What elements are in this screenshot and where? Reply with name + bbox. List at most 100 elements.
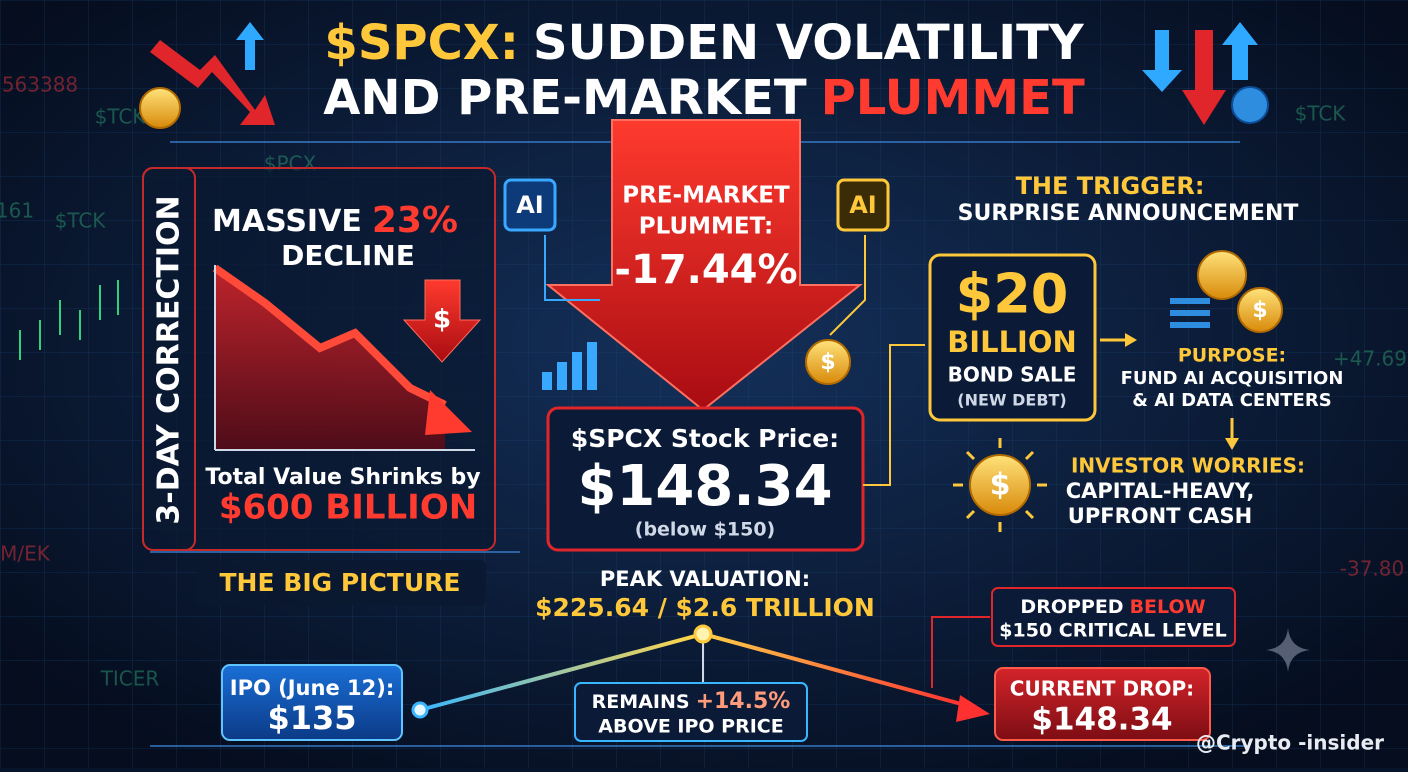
sun-rays <box>953 438 1047 532</box>
circuit <box>544 235 600 301</box>
connector <box>931 616 990 688</box>
dropped-line: DROPPED BELOW <box>1020 596 1205 618</box>
caption: Total Value Shrinks by <box>205 465 480 490</box>
header: $SPCX: SUDDEN VOLATILITY AND PRE-MARKET PL… <box>139 15 1269 143</box>
trigger-text: SURPRISE ANNOUNCEMENT <box>958 201 1299 226</box>
purpose-text: & AI DATA CENTERS <box>1132 390 1331 411</box>
remains-line: REMAINS +14.5% <box>592 689 791 714</box>
peak-label: PEAK VALUATION: <box>600 567 810 591</box>
connector <box>863 344 925 486</box>
right: THE TRIGGER: SURPRISE ANNOUNCEMENT $20 B… <box>928 172 1344 532</box>
bar-icon <box>542 342 597 390</box>
decline-line <box>212 264 447 409</box>
coin-icon <box>805 339 851 385</box>
bond-unit: BILLION <box>947 325 1077 359</box>
ticker-text: $TCK <box>1295 102 1347 126</box>
chip-label: AI <box>516 191 544 219</box>
coin-stack <box>1170 298 1210 328</box>
trend-arrowhead <box>956 695 990 722</box>
headline: MASSIVE 23% <box>212 200 458 241</box>
timeline: PEAK VALUATION: $225.64 / $2.6 TRILLION … <box>150 567 1250 747</box>
remains-text: ABOVE IPO PRICE <box>598 716 783 738</box>
decline-arrowhead <box>425 390 472 435</box>
headline-highlight: 23% <box>372 200 458 241</box>
side-frame <box>142 167 196 551</box>
arrow-label: PRE-MARKET <box>622 183 790 209</box>
title-text: SUDDEN VOLATILITY <box>533 15 1085 71</box>
amount: $600 BILLION <box>219 488 477 528</box>
big-picture: THE BIG PICTURE <box>220 568 461 597</box>
ticker-text: -37.80 <box>1340 557 1404 581</box>
worries-title: INVESTOR WORRIES: <box>1071 454 1305 478</box>
price: $148.34 <box>577 454 832 519</box>
ticker-text: 563388 <box>2 73 78 97</box>
title-line: $SPCX: SUDDEN VOLATILITY <box>324 15 1084 71</box>
connector-head <box>1125 333 1137 347</box>
ticker-text: TICER <box>100 667 160 691</box>
remains-text: REMAINS <box>592 691 690 713</box>
remains-box <box>574 682 808 742</box>
watermark: @Crypto -insider <box>1196 731 1384 755</box>
down-arrow-icon <box>1142 30 1182 92</box>
current-box <box>994 667 1211 741</box>
dollar-arrow <box>402 279 482 363</box>
headline-text: DECLINE <box>281 239 415 272</box>
left-panel: 3-DAY CORRECTION MASSIVE 23% DECLINE $ To… <box>142 167 496 551</box>
circuit <box>829 235 866 336</box>
price-box <box>546 406 865 552</box>
ticker-text: M/EK <box>0 542 51 566</box>
ai-chip <box>836 178 890 232</box>
bond-amount: $20 <box>956 263 1069 326</box>
current-label: CURRENT DROP: <box>1010 677 1194 701</box>
dropped-text: DROPPED <box>1020 596 1123 618</box>
coin-symbol: $ <box>1252 298 1267 323</box>
title-highlight: PLUMMET <box>821 70 1085 126</box>
price-label: $SPCX Stock Price: <box>571 424 839 453</box>
dropped-highlight: BELOW <box>1130 596 1206 618</box>
big-picture-box <box>196 560 486 606</box>
purpose-title: PURPOSE: <box>1178 345 1286 367</box>
coin-icon <box>139 87 181 129</box>
ipo-box <box>221 664 403 741</box>
connector-head <box>1225 438 1239 450</box>
ticker-text: $TCK <box>55 209 107 233</box>
side-label: 3-DAY CORRECTION <box>152 195 187 524</box>
remains-highlight: +14.5% <box>696 689 791 714</box>
ipo-value: $135 <box>267 699 356 737</box>
ticker-text: 161 <box>0 199 34 223</box>
current-value: $148.34 <box>1031 702 1172 738</box>
title-highlight: $SPCX: <box>324 15 519 71</box>
title-line: AND PRE-MARKET PLUMMET <box>323 70 1085 126</box>
purpose-text: FUND AI ACQUISITION <box>1121 368 1344 389</box>
trigger-title: THE TRIGGER: <box>1016 172 1205 200</box>
down-arrow-icon <box>1182 30 1226 125</box>
ipo-point <box>411 701 429 719</box>
dropped-box <box>991 587 1236 647</box>
bond-type: BOND SALE <box>948 363 1077 387</box>
dollar-icon: $ <box>433 305 451 335</box>
bond-box <box>928 253 1097 422</box>
down-arrow-icon <box>150 40 275 125</box>
coin-symbol: $ <box>990 468 1011 503</box>
coin-icon <box>1231 86 1269 124</box>
peak-value: $225.64 / $2.6 TRILLION <box>535 593 875 622</box>
arrow-value: -17.44% <box>614 247 797 293</box>
ticker-text: $TCK <box>95 105 147 129</box>
worries-text: UPFRONT CASH <box>1068 504 1252 528</box>
worries-text: CAPITAL-HEAVY, <box>1066 479 1255 503</box>
up-arrow-icon <box>236 22 264 70</box>
plummet-arrow <box>545 119 863 412</box>
coin-icon <box>969 454 1031 516</box>
chip-label: AI <box>849 191 877 219</box>
coin-icon <box>1197 250 1247 300</box>
title-text: AND PRE-MARKET <box>323 70 807 126</box>
ai-chip <box>503 178 557 232</box>
candles <box>19 280 119 360</box>
arrow-label: PLUMMET: <box>639 214 774 240</box>
ticker-text: +47.69 <box>1333 347 1407 371</box>
sparkle <box>1266 628 1310 672</box>
bond-note: (NEW DEBT) <box>957 391 1066 410</box>
center: PRE-MARKET PLUMMET: -17.44% AI AI $ $SPC… <box>503 119 925 552</box>
